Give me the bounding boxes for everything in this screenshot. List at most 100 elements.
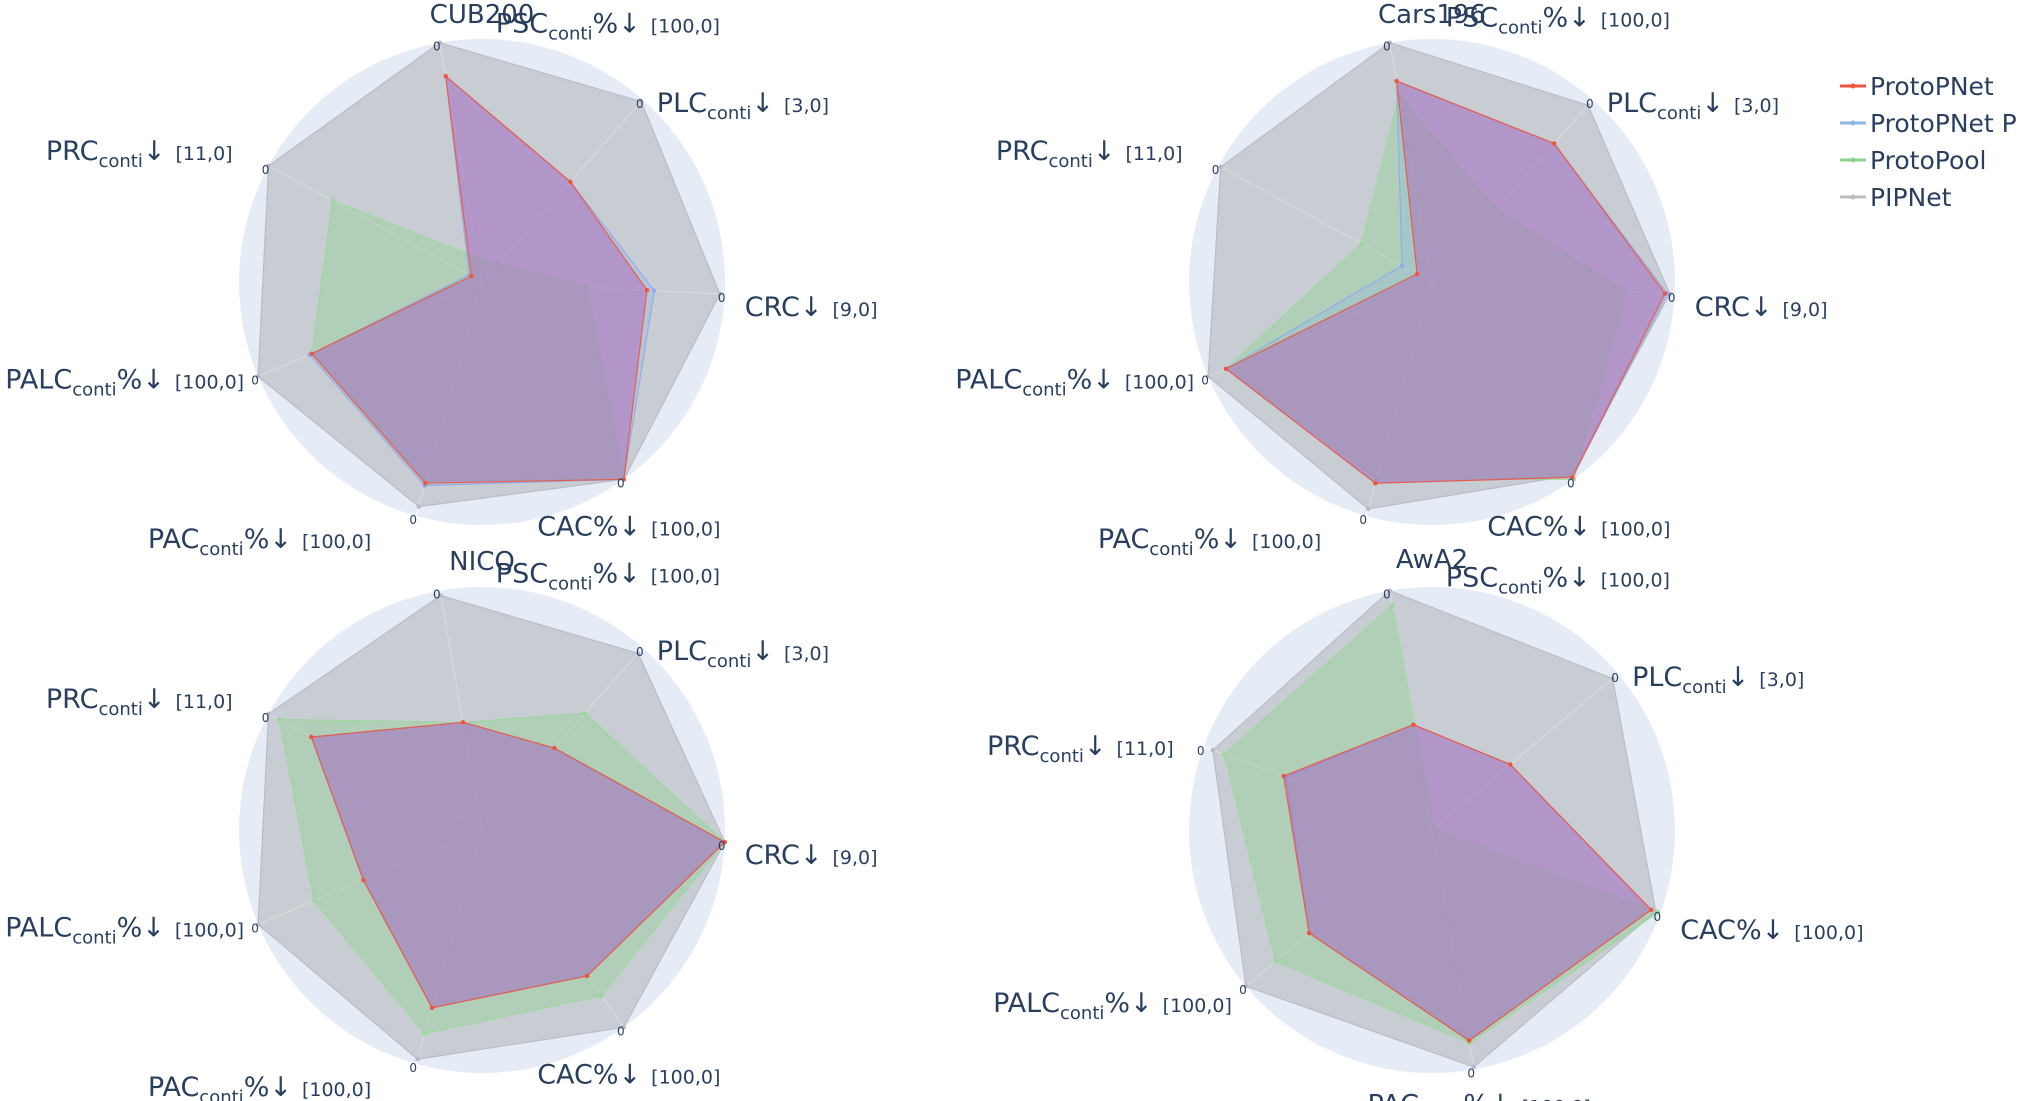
axis-label-psc: PSCconti%↓ [100,0] — [496, 9, 720, 45]
tick-label-crc: 0 — [718, 839, 726, 853]
series-pipnet — [255, 40, 722, 509]
radar-chart-cars196: 0 PSCconti%↓ [100,0] 0 PLCconti↓ [3,0] 0 CRC↓ [9… — [955, 0, 1827, 560]
series-point-pipnet-palc — [1243, 984, 1249, 989]
axis-label-pac: PACconti%↓[100,0] — [148, 524, 371, 560]
series-protopnet — [1223, 78, 1668, 486]
series-point-protopool-psc — [1390, 602, 1395, 608]
axis-label-prc: PRCconti↓ [11,0] — [996, 136, 1183, 172]
tick-label-psc: 0 — [1383, 40, 1391, 54]
axis-label-cac: CAC%↓ [100,0] — [537, 1059, 720, 1090]
series-point-protopnet-palc — [1223, 366, 1229, 371]
series-point-protopnet-crc — [722, 839, 727, 845]
tick-label-psc: 0 — [1383, 588, 1391, 602]
series-point-protopnet-crc — [1662, 291, 1668, 296]
radial-gridline-pac — [415, 281, 483, 517]
axis-label-pac: PACconti%↓[100,0] — [1098, 524, 1321, 560]
series-area-pipnet — [257, 594, 726, 1060]
series-point-pipnet-prc — [1210, 748, 1216, 753]
tick-label-pac: 0 — [409, 1061, 417, 1075]
radial-gridline-crc — [481, 829, 725, 843]
tick-label-psc: 0 — [433, 588, 441, 602]
series-point-protopool-psc — [475, 255, 480, 261]
radial-gridline-plc — [481, 99, 644, 283]
radial-gridline-psc — [439, 590, 483, 831]
series-point-pipnet-psc — [1387, 40, 1393, 45]
axis-label-pac: PACconti%↓[100,0] — [148, 1072, 371, 1101]
tick-label-plc: 0 — [1611, 671, 1619, 685]
axis-label-crc: CRC↓ [9,0] — [1695, 292, 1828, 323]
series-point-pipnet-cac — [621, 1025, 626, 1030]
series-point-protopnet-psc — [1394, 78, 1399, 84]
legend-item-pipnet[interactable]: PIPNet — [1840, 183, 1952, 212]
series-point-protopnet-cac — [584, 973, 590, 979]
series-area-protopnet — [310, 74, 648, 484]
tick-label-prc: 0 — [262, 711, 270, 725]
series-point-pipnet-plc — [1585, 103, 1591, 108]
series-point-protopool-palc — [1273, 959, 1278, 964]
legend-item-protopool[interactable]: ProtoPool — [1840, 146, 1986, 175]
radar-chart-nico: 0 PSCconti%↓ [100,0] 0 PLCconti↓ [3,0] 0 CRC↓ [9… — [5, 547, 877, 1101]
series-point-protopnet-cac — [621, 477, 626, 482]
series-point-protopnet-cac — [1570, 475, 1575, 480]
tick-label-cac: 0 — [1567, 476, 1575, 490]
series-point-protopnet-p-prc — [1399, 263, 1405, 268]
series-area-pipnet — [1207, 42, 1671, 510]
series-point-protopnet-pac — [1466, 1038, 1472, 1043]
radial-gridline-palc — [257, 829, 483, 925]
legend-item-protopnet[interactable]: ProtoPNet — [1840, 72, 1994, 101]
chart-title-nico: NICO — [449, 547, 515, 577]
tick-label-crc: 0 — [718, 291, 726, 305]
radial-gridline-crc — [1431, 281, 1675, 295]
axis-label-prc: PRCconti↓ [11,0] — [987, 731, 1174, 767]
radar-chart-awa2: 0 PSCconti%↓ [100,0] 0 PLCconti↓ [3,0] 0 CAC%↓[… — [987, 545, 1864, 1101]
series-point-protopnet-psc — [1411, 722, 1416, 727]
series-point-protopnet-crc — [644, 288, 650, 293]
tick-label-cac: 0 — [1653, 910, 1661, 924]
legend-marker-protopnet — [1850, 83, 1856, 89]
tick-label-plc: 0 — [1586, 97, 1594, 111]
tick-label-pac: 0 — [409, 513, 417, 527]
series-point-pipnet-psc — [437, 40, 442, 45]
series-point-pipnet-prc — [266, 163, 271, 168]
series-point-protopool-cac — [1655, 910, 1661, 915]
series-pipnet — [255, 593, 727, 1062]
series-point-pipnet-plc — [639, 99, 644, 104]
series-point-protopnet-psc — [460, 720, 466, 725]
series-point-protopnet-plc — [568, 179, 573, 184]
axis-label-psc: PSCconti%↓ [100,0] — [1446, 563, 1670, 599]
radial-gridline-cac — [481, 281, 625, 480]
series-protopnet — [309, 720, 727, 1010]
series-point-protopool-prc — [1222, 752, 1227, 757]
radial-gridline-plc — [1431, 99, 1594, 283]
chart-title-cars196: Cars196 — [1378, 0, 1486, 30]
series-point-protopnet-pac — [1373, 481, 1378, 486]
series-area-pipnet — [257, 42, 721, 508]
series-point-pipnet-prc — [266, 711, 271, 716]
tick-label-cac: 0 — [617, 1024, 625, 1038]
series-point-pipnet-palc — [1205, 374, 1211, 379]
axis-label-plc: PLCconti↓ [3,0] — [1632, 662, 1804, 698]
radial-gridline-pac — [1431, 829, 1475, 1070]
legend-marker-pipnet — [1850, 194, 1856, 200]
series-point-protopool-prc — [330, 198, 335, 203]
series-point-protopnet-pac — [429, 1005, 435, 1010]
legend-label-protopnet-p: ProtoPNet P — [1870, 109, 2017, 138]
series-point-protopool-crc — [1624, 289, 1629, 294]
legend-label-protopnet: ProtoPNet — [1870, 72, 1994, 101]
radial-gridline-plc — [1431, 673, 1619, 831]
series-point-protopool-prc — [1359, 241, 1364, 246]
series-point-pipnet-palc — [255, 374, 261, 379]
tick-label-palc: 0 — [1201, 373, 1209, 387]
series-pipnet — [1205, 40, 1673, 512]
legend-label-protopool: ProtoPool — [1870, 146, 1986, 175]
series-point-protopnet-prc — [469, 274, 474, 279]
series-area-protopnet — [1224, 80, 1666, 484]
series-point-protopnet-prc — [309, 734, 314, 740]
series-point-pipnet-pac — [416, 504, 421, 509]
series-point-protopnet-palc — [361, 877, 366, 883]
axis-label-cac: CAC%↓ [100,0] — [1680, 915, 1863, 946]
series-area-protopnet-p — [308, 74, 655, 487]
legend-item-protopnet-p[interactable]: ProtoPNet P — [1840, 109, 2017, 138]
axis-label-cac: CAC%↓ [100,0] — [1487, 511, 1670, 542]
radial-gridline-crc — [481, 281, 725, 295]
